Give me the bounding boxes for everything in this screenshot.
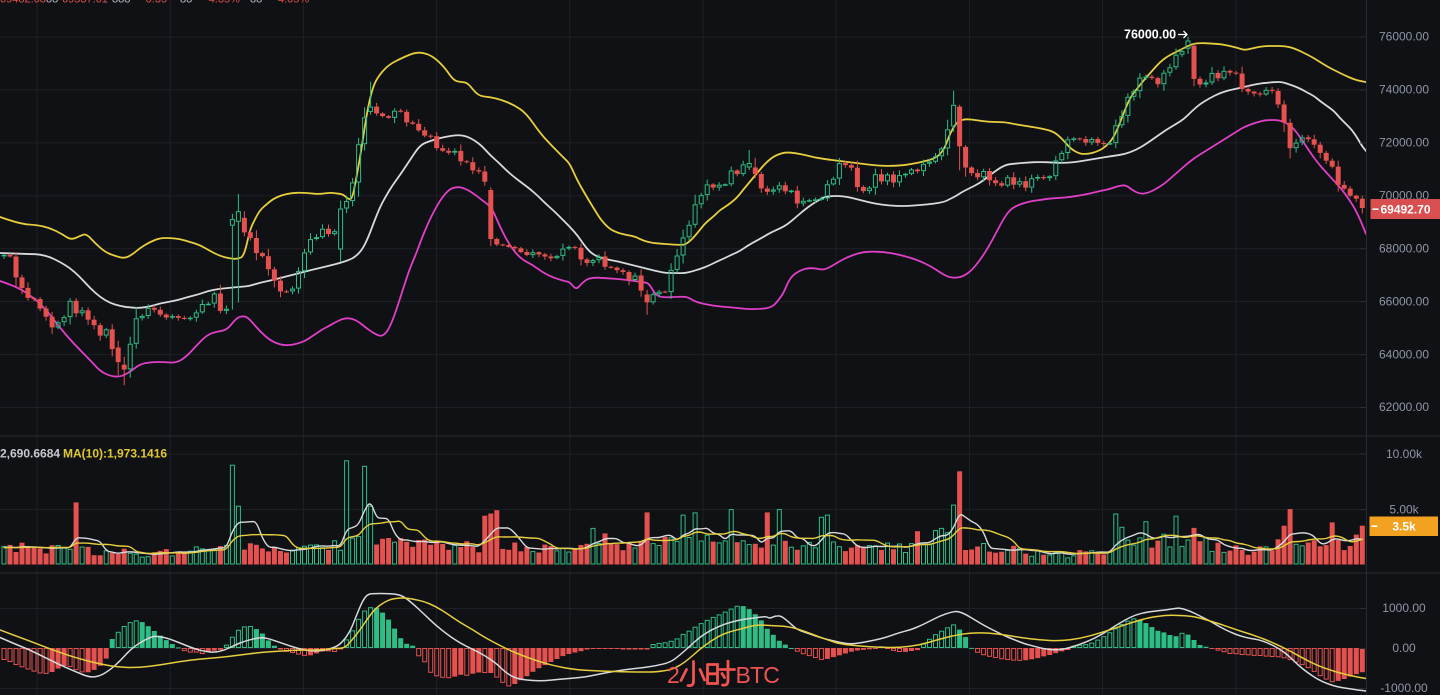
- svg-text:1000.00: 1000.00: [1382, 601, 1426, 615]
- svg-text:66000.00: 66000.00: [1379, 294, 1429, 308]
- svg-text:74000.00: 74000.00: [1379, 83, 1429, 97]
- svg-text:69492.70: 69492.70: [1380, 202, 1430, 216]
- svg-text:5.00k: 5.00k: [1389, 502, 1419, 516]
- svg-text:64000.00: 64000.00: [1379, 347, 1429, 361]
- svg-text:10.00k: 10.00k: [1386, 447, 1423, 461]
- svg-text:2,690.6684: 2,690.6684: [0, 447, 60, 461]
- svg-text:0.00: 0.00: [1392, 641, 1416, 655]
- svg-text:69482.688869537.61888-0.3588-4: 69482.688869537.61888-0.3588-4.35%884.05…: [0, 0, 309, 5]
- svg-text:MA(10):1,973.1416: MA(10):1,973.1416: [63, 447, 167, 461]
- svg-text:68000.00: 68000.00: [1379, 241, 1429, 255]
- svg-text:-1000.00: -1000.00: [1380, 681, 1428, 695]
- svg-text:3.5k: 3.5k: [1392, 520, 1416, 534]
- svg-text:72000.00: 72000.00: [1379, 136, 1429, 150]
- svg-text:76000.00: 76000.00: [1124, 28, 1176, 42]
- svg-text:76000.00: 76000.00: [1379, 30, 1429, 44]
- svg-text:2: 2: [667, 662, 680, 688]
- svg-text:62000.00: 62000.00: [1379, 400, 1429, 414]
- svg-text:70000.00: 70000.00: [1379, 188, 1429, 202]
- svg-text:BTC: BTC: [736, 662, 780, 688]
